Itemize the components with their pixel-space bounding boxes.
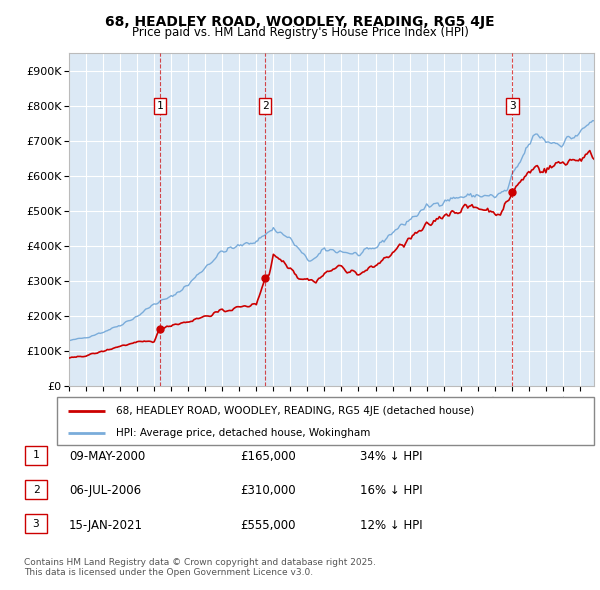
Text: 3: 3: [32, 519, 40, 529]
Text: HPI: Average price, detached house, Wokingham: HPI: Average price, detached house, Woki…: [116, 428, 370, 438]
Text: 09-MAY-2000: 09-MAY-2000: [69, 450, 145, 463]
Text: 12% ↓ HPI: 12% ↓ HPI: [360, 519, 422, 532]
Text: 2: 2: [32, 485, 40, 494]
Text: 34% ↓ HPI: 34% ↓ HPI: [360, 450, 422, 463]
Text: 1: 1: [157, 101, 164, 111]
Text: Contains HM Land Registry data © Crown copyright and database right 2025.
This d: Contains HM Land Registry data © Crown c…: [24, 558, 376, 577]
Text: £555,000: £555,000: [240, 519, 296, 532]
Text: 1: 1: [32, 451, 40, 460]
Text: Price paid vs. HM Land Registry's House Price Index (HPI): Price paid vs. HM Land Registry's House …: [131, 26, 469, 39]
Text: 15-JAN-2021: 15-JAN-2021: [69, 519, 143, 532]
Text: 68, HEADLEY ROAD, WOODLEY, READING, RG5 4JE (detached house): 68, HEADLEY ROAD, WOODLEY, READING, RG5 …: [116, 405, 475, 415]
Text: 2: 2: [262, 101, 268, 111]
Text: 16% ↓ HPI: 16% ↓ HPI: [360, 484, 422, 497]
Text: 68, HEADLEY ROAD, WOODLEY, READING, RG5 4JE: 68, HEADLEY ROAD, WOODLEY, READING, RG5 …: [105, 15, 495, 29]
Text: £165,000: £165,000: [240, 450, 296, 463]
Text: 3: 3: [509, 101, 516, 111]
Text: 06-JUL-2006: 06-JUL-2006: [69, 484, 141, 497]
Text: £310,000: £310,000: [240, 484, 296, 497]
